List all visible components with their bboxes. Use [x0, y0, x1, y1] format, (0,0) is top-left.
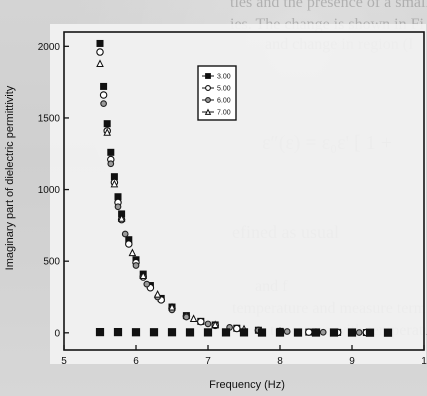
y-tick-label: 500	[43, 257, 60, 268]
data-point	[153, 290, 162, 298]
data-series-group	[95, 39, 393, 337]
data-point	[107, 148, 115, 156]
data-point	[100, 82, 108, 90]
legend-marker	[204, 108, 212, 115]
x-tick-label: 8	[277, 356, 283, 367]
data-point	[103, 120, 111, 128]
data-point	[311, 328, 321, 337]
series-3	[100, 100, 363, 336]
data-point	[131, 328, 141, 337]
data-point	[221, 328, 231, 337]
data-point	[114, 203, 122, 211]
legend-box	[197, 65, 237, 121]
legend: 3.00 5.00 6.00 7.00	[197, 65, 237, 121]
data-point	[149, 328, 159, 337]
data-point	[319, 328, 327, 336]
data-point	[239, 328, 249, 337]
x-tick-label: 7	[205, 356, 211, 367]
data-point	[275, 328, 285, 337]
data-point	[107, 160, 115, 168]
legend-label: 5.00	[217, 86, 231, 93]
data-point	[96, 39, 104, 47]
data-point	[204, 320, 212, 328]
data-point	[365, 328, 375, 337]
data-point	[128, 248, 137, 257]
x-axis-label: Frequency (Hz)	[209, 379, 285, 391]
legend-label: 7.00	[217, 110, 231, 117]
x-axis: 5 6 7 8 9 1	[61, 345, 427, 367]
data-point	[293, 328, 303, 337]
data-point	[96, 59, 104, 68]
data-point	[257, 328, 267, 337]
data-point	[233, 324, 241, 333]
data-point	[103, 128, 112, 136]
data-point	[185, 328, 195, 337]
data-point	[99, 91, 108, 99]
data-point	[168, 302, 176, 311]
legend-marker	[205, 85, 211, 91]
data-point	[183, 313, 190, 321]
y-tick-label: 2000	[38, 42, 61, 53]
data-point	[113, 327, 123, 337]
data-point	[305, 328, 313, 336]
data-point	[329, 328, 339, 337]
data-point	[100, 100, 107, 107]
data-point	[96, 48, 104, 56]
series-5	[95, 327, 393, 337]
data-point	[383, 328, 393, 337]
data-point	[283, 328, 291, 335]
legend-label: 6.00	[217, 98, 231, 105]
plot-area	[50, 24, 426, 364]
x-tick-label: 9	[349, 356, 355, 367]
y-tick-label: 0	[54, 328, 60, 339]
y-axis-label: Imaginary part of dielectric permittivit…	[4, 85, 16, 270]
y-tick-label: 1500	[38, 113, 61, 124]
data-point	[347, 328, 357, 337]
data-point	[211, 320, 220, 329]
data-point	[203, 328, 213, 337]
x-tick-label: 5	[61, 356, 67, 367]
data-point	[143, 280, 151, 288]
data-point	[189, 314, 198, 322]
legend-label: 3.00	[217, 74, 231, 81]
legend-marker	[205, 73, 211, 79]
data-point	[110, 179, 119, 188]
plot-frame	[63, 31, 425, 351]
legend-marker	[205, 97, 211, 103]
y-axis: 0 500 1000 1500 2000	[38, 42, 69, 339]
x-tick-label: 1	[421, 356, 427, 367]
data-point	[167, 328, 177, 337]
data-point	[132, 262, 140, 269]
data-point	[197, 317, 205, 326]
y-tick-label: 1000	[38, 185, 61, 196]
x-tick-label: 6	[133, 356, 139, 367]
data-point	[355, 329, 363, 336]
data-point	[95, 327, 105, 337]
data-point	[121, 230, 129, 238]
data-point	[117, 214, 126, 222]
data-point	[139, 271, 148, 280]
data-point	[125, 240, 133, 248]
